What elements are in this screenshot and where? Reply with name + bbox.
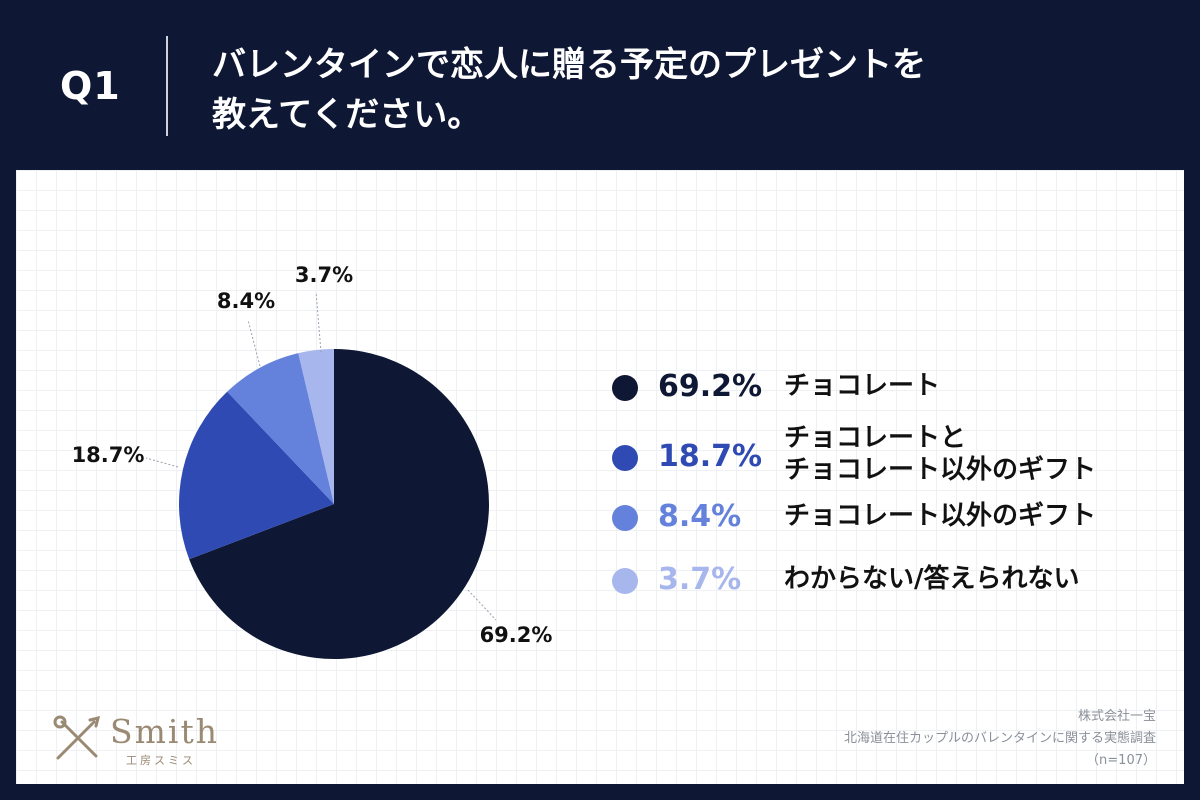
leader-line (145, 457, 179, 468)
header: Q1 バレンタインで恋人に贈る予定のプレゼントを 教えてください。 (0, 0, 1200, 170)
legend-label: チョコレートと チョコレート以外のギフト (784, 422, 1096, 486)
legend-label: わからない/答えられない (784, 564, 1080, 594)
source-company: 株式会社一宝 (1077, 709, 1156, 724)
slice-value-label: 8.4% (217, 289, 275, 313)
smith-logo: Smith 工房スミス (50, 710, 250, 770)
question-title-line2: 教えてください。 (212, 95, 482, 135)
logo-name: Smith (110, 712, 219, 751)
source-note: 株式会社一宝 北海道在住カップルのバレンタインに関する実態調査 （n=107） (844, 706, 1156, 772)
pie-slice (189, 349, 489, 659)
legend-label: チョコレート (784, 371, 941, 401)
pie-slice (227, 353, 334, 504)
legend-item-chocolate: 69.2% チョコレート (612, 366, 1172, 426)
source-survey: 北海道在住カップルのバレンタインに関する実態調査 (843, 731, 1156, 746)
legend-percent: 69.2% (658, 369, 763, 404)
legend-dot-icon (612, 505, 638, 531)
pie-chart: 69.2% 18.7% 8.4% 3.7% (72, 263, 553, 659)
crossed-tools-icon (53, 715, 101, 760)
pie-slice (179, 391, 334, 560)
logo-subtitle: 工房スミス (126, 754, 196, 767)
legend-dot-icon (612, 568, 638, 594)
legend-label-line1: チョコレートと (784, 423, 967, 453)
question-title: バレンタインで恋人に贈る予定のプレゼントを 教えてください。 (212, 40, 1112, 140)
legend-dot-icon (612, 375, 638, 401)
legend-item-non-chocolate-gift: 8.4% チョコレート以外のギフト (612, 496, 1172, 556)
legend-percent: 18.7% (658, 439, 763, 474)
slice-value-label: 18.7% (72, 443, 145, 467)
header-divider (166, 36, 168, 136)
leader-line (467, 589, 497, 621)
legend-item-chocolate-and-gift: 18.7% チョコレートと チョコレート以外のギフト (612, 422, 1172, 492)
legend-percent: 3.7% (658, 562, 742, 597)
legend-label-line2: チョコレート以外のギフト (784, 455, 1097, 485)
chart-card: 69.2% 18.7% 8.4% 3.7% 69.2% チョコレート 18.7% チョ… (16, 170, 1184, 784)
question-title-line1: バレンタインで恋人に贈る予定のプレゼントを (212, 45, 926, 85)
leader-line (247, 319, 261, 367)
legend-label: チョコレート以外のギフト (784, 501, 1097, 531)
pie-slice (298, 349, 334, 504)
leader-line (315, 291, 322, 353)
slice-value-label: 69.2% (480, 623, 553, 647)
slice-value-label: 3.7% (295, 263, 353, 287)
question-number: Q1 (60, 64, 121, 108)
legend-item-unknown: 3.7% わからない/答えられない (612, 559, 1172, 619)
source-sample-size: （n=107） (1086, 753, 1156, 768)
legend-dot-icon (612, 445, 638, 471)
legend-percent: 8.4% (658, 499, 742, 534)
